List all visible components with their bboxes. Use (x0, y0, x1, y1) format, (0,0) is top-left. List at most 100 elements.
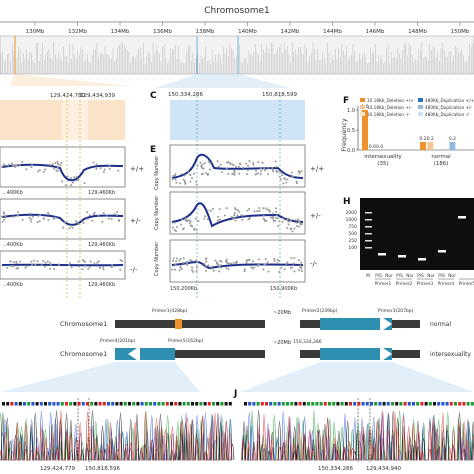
a-dot (49, 264, 52, 267)
base-letter (252, 402, 256, 406)
a-dot (93, 262, 96, 265)
e-dot (278, 270, 281, 273)
e-dot (297, 259, 300, 262)
legend-swatch (360, 98, 365, 102)
legend-swatch (418, 112, 423, 116)
svg-text:...400Kb: ...400Kb (2, 282, 23, 288)
a-dot (108, 164, 111, 167)
base-letter (349, 402, 352, 406)
base-letter (90, 402, 94, 406)
diagram-normal: Chromosome1 Primer1(428bp) Primer2(239bp… (60, 308, 451, 332)
base-letter (115, 402, 119, 406)
a-dot (53, 268, 56, 271)
e-dot (297, 268, 300, 271)
e-dot (295, 221, 298, 224)
e-dot (289, 266, 292, 269)
a-dot (95, 167, 98, 170)
chrom-trace (0, 410, 235, 461)
e-dot (199, 162, 202, 165)
base-letter (286, 402, 289, 406)
a-dot (1, 215, 4, 218)
top-tick-label: 134Mb (111, 29, 130, 35)
e-dot (286, 218, 289, 221)
base-letter (119, 402, 123, 406)
e-dot (235, 262, 238, 265)
e-dot (262, 214, 265, 217)
base-letter (56, 402, 60, 406)
c-coverage (170, 100, 305, 140)
base-letter (195, 402, 199, 406)
a-dot (118, 219, 121, 222)
a-dot (58, 264, 61, 267)
a-dot (36, 220, 39, 223)
f-group-n: (35) (377, 161, 388, 167)
e-dot (264, 207, 267, 210)
e-dot (229, 262, 232, 265)
zoom-j (240, 362, 474, 392)
a-dot (12, 215, 15, 218)
top-tick-label: 138Mb (196, 29, 215, 35)
f-bar-label: 1.0 (361, 104, 368, 110)
e-dot (256, 210, 259, 213)
ladder-label: 100 (348, 245, 357, 251)
e-dot (180, 173, 183, 176)
a-dot (1, 220, 4, 223)
a-dot (2, 163, 5, 166)
e-dot (282, 217, 285, 220)
svg-text:intersexuality: intersexuality (430, 351, 471, 358)
base-letter (420, 402, 424, 406)
e-dot (195, 266, 198, 269)
ladder-label: 500 (348, 231, 357, 237)
e-dot (182, 261, 185, 264)
svg-text:...400Kb: ...400Kb (2, 242, 23, 248)
base-letter (98, 402, 102, 406)
a-dot (93, 213, 96, 216)
e-dot (182, 257, 185, 260)
zoom-wedge-a (10, 74, 130, 86)
a-dot (54, 216, 57, 219)
lane-label: P/S (417, 273, 424, 278)
e-dot (225, 258, 228, 261)
a-dot (37, 214, 40, 217)
a-dot (37, 170, 40, 173)
e-dot (283, 268, 286, 271)
e-dot (277, 224, 280, 227)
a-dot (64, 184, 67, 187)
e-dot (264, 258, 267, 261)
top-tick-label: 142Mb (281, 29, 300, 35)
e-dot (179, 266, 182, 269)
a-dot (51, 163, 54, 166)
e-dot (275, 214, 278, 217)
a-dot (31, 215, 34, 218)
e-dot (257, 172, 260, 175)
e-dot (248, 160, 251, 163)
base-letter (340, 402, 344, 406)
lane-label: Nor (448, 273, 456, 278)
e-dot (212, 207, 215, 210)
e-dot (286, 261, 289, 264)
svg-text:normal: normal (430, 321, 451, 328)
legend-label: 480Kb_Duplication -/- (425, 112, 470, 117)
base-letter (18, 402, 22, 406)
e-dot (268, 209, 271, 212)
a-dot (33, 259, 36, 262)
e-dot (172, 257, 175, 260)
e-dot (291, 230, 294, 233)
a-dot (42, 260, 45, 263)
e-dot (173, 221, 176, 224)
base-letter (128, 402, 131, 406)
gel-band (378, 253, 386, 256)
e-dot (251, 267, 254, 270)
genotype-a2: +/- (130, 217, 141, 225)
e-dot (246, 209, 249, 212)
j-left-pos: 150,334,286 (318, 466, 353, 472)
lane-label: Nor (406, 273, 414, 278)
a-dot (30, 218, 33, 221)
base-letter (94, 402, 98, 406)
e-dot (207, 160, 210, 163)
top-tick-label: 130Mb (26, 29, 45, 35)
e-dot (232, 262, 235, 265)
e-dot (174, 172, 177, 175)
a-dot (2, 211, 5, 214)
a-dot (44, 261, 47, 264)
